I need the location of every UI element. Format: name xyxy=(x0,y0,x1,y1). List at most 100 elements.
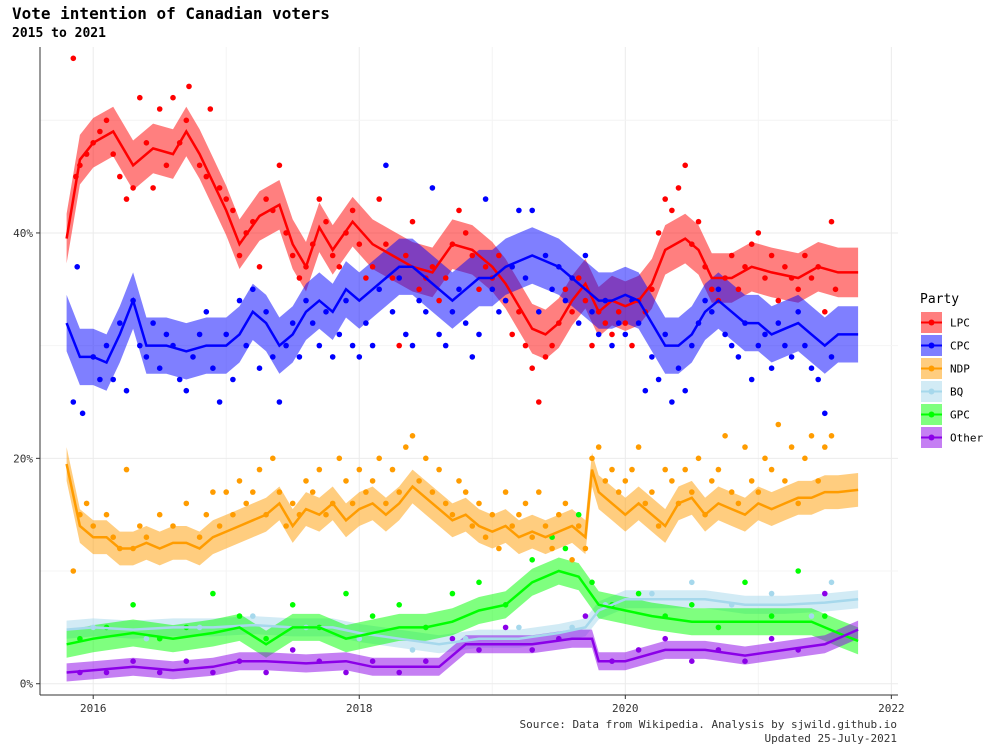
poll-point-other xyxy=(582,613,589,619)
poll-point-cpc xyxy=(203,309,210,315)
poll-point-cpc xyxy=(609,342,615,349)
poll-point-ndp xyxy=(689,489,695,495)
poll-point-ndp xyxy=(775,421,782,428)
poll-point-ndp xyxy=(602,478,609,484)
poll-point-ndp xyxy=(635,444,642,450)
poll-point-cpc xyxy=(163,331,170,338)
poll-point-ndp xyxy=(762,455,768,462)
poll-point-other xyxy=(369,658,376,664)
poll-point-lpc xyxy=(389,275,396,281)
poll-point-cpc xyxy=(349,342,356,349)
poll-point-cpc xyxy=(762,331,768,338)
poll-point-cpc xyxy=(303,297,309,304)
poll-point-cpc xyxy=(782,342,788,349)
poll-point-cpc xyxy=(143,354,150,360)
poll-point-other xyxy=(529,647,535,653)
poll-point-lpc xyxy=(183,117,190,124)
poll-point-cpc xyxy=(649,354,655,360)
poll-point-ndp xyxy=(589,455,595,462)
poll-point-lpc xyxy=(695,218,702,225)
poll-point-gpc xyxy=(575,511,582,518)
poll-point-lpc xyxy=(150,185,156,191)
poll-point-ndp xyxy=(582,545,589,552)
poll-point-lpc xyxy=(369,264,376,270)
poll-point-cpc xyxy=(283,342,289,349)
legend-item-bq: BQ xyxy=(921,381,963,402)
poll-point-lpc xyxy=(602,320,609,326)
poll-point-cpc xyxy=(589,309,595,315)
poll-point-ndp xyxy=(256,466,263,473)
poll-point-lpc xyxy=(589,342,595,349)
poll-point-cpc xyxy=(542,252,549,259)
poll-point-lpc xyxy=(336,264,343,270)
poll-point-ndp xyxy=(230,511,236,518)
poll-point-cpc xyxy=(74,264,80,270)
poll-point-ndp xyxy=(423,455,429,462)
poll-point-lpc xyxy=(376,196,383,202)
poll-point-ndp xyxy=(795,500,801,507)
poll-point-ndp xyxy=(569,557,575,563)
poll-point-cpc xyxy=(442,342,449,349)
poll-point-ndp xyxy=(183,500,190,507)
poll-point-cpc xyxy=(210,365,216,372)
poll-point-cpc xyxy=(635,320,642,326)
poll-point-ndp xyxy=(755,489,762,495)
poll-point-lpc xyxy=(529,365,535,372)
poll-point-ndp xyxy=(250,489,256,495)
poll-point-ndp xyxy=(782,478,788,484)
poll-point-cpc xyxy=(416,297,422,304)
poll-point-cpc xyxy=(230,376,236,383)
poll-point-lpc xyxy=(363,275,369,281)
poll-point-cpc xyxy=(522,275,529,281)
poll-point-ndp xyxy=(615,489,622,495)
poll-point-ndp xyxy=(436,466,442,473)
poll-point-ndp xyxy=(110,534,116,540)
poll-point-ndp xyxy=(429,489,436,495)
poll-point-cpc xyxy=(289,320,296,326)
poll-point-ndp xyxy=(236,478,243,484)
poll-point-cpc xyxy=(482,196,489,202)
poll-point-lpc xyxy=(110,151,116,157)
poll-point-ndp xyxy=(356,466,363,473)
poll-point-ndp xyxy=(695,455,702,462)
poll-point-cpc xyxy=(775,320,782,326)
poll-point-other xyxy=(210,669,216,676)
poll-point-lpc xyxy=(256,264,263,270)
poll-point-cpc xyxy=(97,376,103,383)
trend-line-gpc xyxy=(66,569,859,646)
poll-point-other xyxy=(183,658,190,664)
poll-point-ndp xyxy=(802,455,808,462)
poll-point-cpc xyxy=(323,309,329,315)
poll-point-lpc xyxy=(775,297,782,304)
legend-label-other: Other xyxy=(950,432,983,445)
poll-point-lpc xyxy=(156,106,163,112)
poll-point-cpc xyxy=(768,365,775,372)
poll-point-ndp xyxy=(316,466,323,473)
poll-point-lpc xyxy=(289,252,296,259)
poll-point-lpc xyxy=(416,286,422,293)
poll-point-ndp xyxy=(669,478,675,484)
poll-point-other xyxy=(742,658,748,664)
poll-point-bq xyxy=(409,647,416,653)
poll-point-lpc xyxy=(522,342,529,349)
poll-point-lpc xyxy=(808,275,815,281)
poll-point-ndp xyxy=(123,466,130,473)
poll-point-ndp xyxy=(383,500,389,507)
poll-point-cpc xyxy=(150,320,156,326)
poll-point-ndp xyxy=(469,523,476,529)
poll-point-cpc xyxy=(709,309,715,315)
poll-point-lpc xyxy=(436,297,442,304)
poll-point-lpc xyxy=(442,275,449,281)
poll-point-lpc xyxy=(103,117,110,124)
poll-point-cpc xyxy=(562,297,569,304)
poll-point-cpc xyxy=(79,410,86,417)
poll-point-cpc xyxy=(137,342,143,349)
poll-point-lpc xyxy=(97,128,103,135)
poll-point-lpc xyxy=(562,286,569,293)
poll-point-ndp xyxy=(409,433,416,439)
poll-point-lpc xyxy=(509,331,515,338)
poll-point-cpc xyxy=(423,309,429,315)
ribbon-ndp xyxy=(66,447,859,566)
poll-point-ndp xyxy=(90,523,96,529)
